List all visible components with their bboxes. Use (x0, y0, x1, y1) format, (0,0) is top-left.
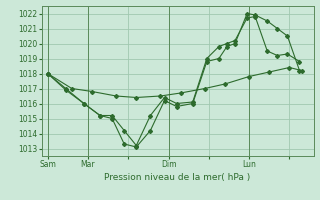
X-axis label: Pression niveau de la mer( hPa ): Pression niveau de la mer( hPa ) (104, 173, 251, 182)
